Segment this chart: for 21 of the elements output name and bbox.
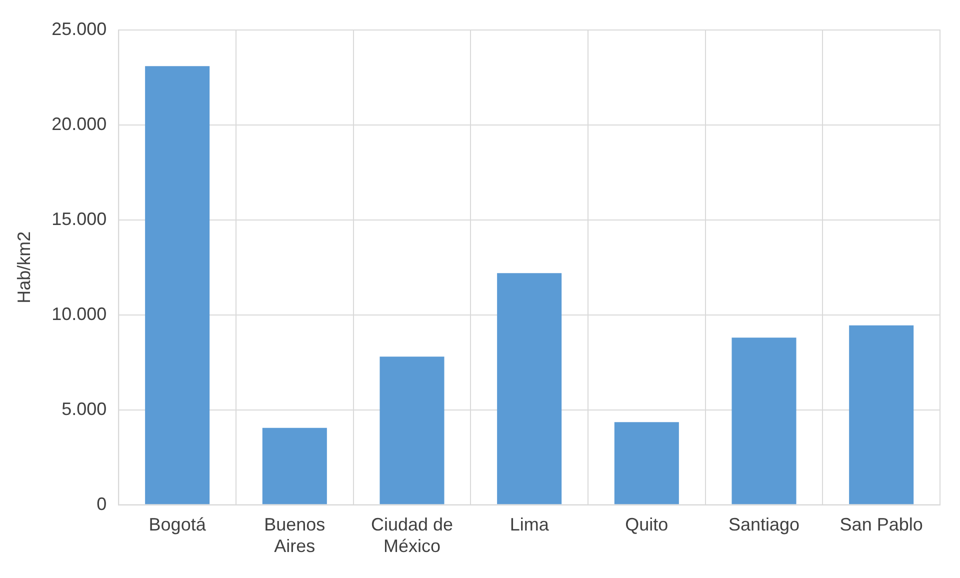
- bar: [145, 66, 210, 504]
- y-axis-title: Hab/km2: [14, 231, 34, 304]
- x-tick-label: Bogotá: [148, 514, 207, 535]
- y-tick-label: 10.000: [52, 304, 107, 324]
- x-tick-label: Santiago: [728, 514, 800, 535]
- x-tick-label: Quito: [625, 514, 668, 535]
- bar: [732, 338, 796, 504]
- y-tick-label: 20.000: [52, 114, 107, 134]
- y-tick-label: 5.000: [62, 398, 107, 419]
- bar: [497, 273, 562, 504]
- bar: [262, 428, 327, 504]
- bar: [380, 356, 444, 504]
- bar: [849, 325, 914, 504]
- x-tick-label: San Pablo: [840, 514, 923, 535]
- x-tick-label: Lima: [510, 514, 550, 535]
- bar: [614, 422, 679, 504]
- y-tick-label: 25.000: [52, 18, 107, 39]
- y-tick-label: 15.000: [52, 208, 107, 229]
- y-tick-label: 0: [96, 494, 107, 514]
- x-tick-label: Buenos Aires: [264, 514, 326, 556]
- x-tick-label: Ciudad de México: [370, 514, 454, 556]
